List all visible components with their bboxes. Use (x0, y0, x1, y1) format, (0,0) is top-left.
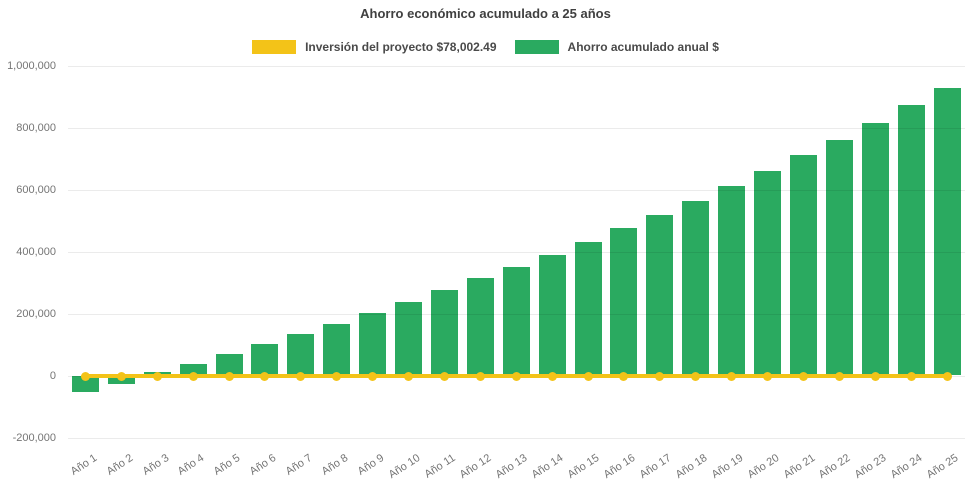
chart-bar[interactable] (825, 139, 853, 376)
chart-bar[interactable] (933, 88, 961, 376)
gridline (68, 128, 965, 129)
chart-bar[interactable] (466, 277, 494, 376)
line-marker[interactable] (547, 371, 557, 381)
line-marker[interactable] (116, 371, 126, 381)
chart-bar[interactable] (610, 228, 638, 376)
line-marker[interactable] (152, 371, 162, 381)
x-axis-tick-label: Año 1 (68, 452, 100, 478)
line-marker[interactable] (834, 371, 844, 381)
x-axis-tick-label: Año 3 (140, 452, 171, 478)
x-axis-tick-label: Año 5 (211, 452, 243, 478)
line-marker[interactable] (260, 371, 270, 381)
x-axis-tick-label: Año 19 (709, 452, 746, 482)
legend-item-savings[interactable]: Ahorro acumulado anual $ (514, 40, 719, 54)
chart-bar[interactable] (359, 313, 387, 376)
line-marker[interactable] (798, 371, 808, 381)
line-marker[interactable] (870, 371, 880, 381)
x-axis-tick-label: Año 15 (565, 452, 602, 482)
legend: Inversión del proyecto $78,002.49 Ahorro… (0, 40, 971, 54)
gridline (68, 66, 965, 67)
line-marker[interactable] (296, 371, 306, 381)
y-axis-tick-label: 600,000 (16, 183, 56, 196)
chart-bar[interactable] (395, 301, 423, 376)
x-axis-tick-label: Año 21 (781, 452, 817, 482)
y-axis-tick-label: 400,000 (16, 245, 56, 258)
x-axis-tick-label: Año 23 (852, 452, 889, 482)
chart-bar[interactable] (682, 200, 710, 376)
chart-bar[interactable] (502, 266, 530, 376)
legend-label-savings: Ahorro acumulado anual $ (567, 40, 719, 54)
chart-bar[interactable] (251, 343, 279, 376)
x-axis-tick-label: Año 17 (637, 452, 674, 482)
line-marker[interactable] (906, 371, 916, 381)
x-axis-tick-label: Año 13 (494, 452, 530, 482)
chart-bar[interactable] (718, 186, 746, 376)
x-axis-tick-label: Año 24 (888, 452, 925, 482)
line-marker[interactable] (475, 371, 485, 381)
chart-bar[interactable] (861, 122, 889, 376)
chart-bar[interactable] (897, 105, 925, 376)
chart-bar[interactable] (789, 155, 817, 376)
line-marker[interactable] (332, 371, 342, 381)
legend-label-investment: Inversión del proyecto $78,002.49 (305, 40, 497, 54)
line-marker[interactable] (224, 371, 234, 381)
line-marker[interactable] (942, 371, 952, 381)
x-axis-tick-label: Año 4 (176, 452, 207, 478)
legend-swatch-savings (514, 40, 559, 54)
x-axis-tick-label: Año 18 (673, 452, 710, 482)
legend-swatch-investment (252, 40, 297, 54)
x-axis-tick-label: Año 12 (458, 452, 494, 482)
x-axis-tick-label: Año 11 (422, 452, 459, 481)
line-marker[interactable] (439, 371, 449, 381)
x-axis-tick-label: Año 2 (104, 452, 135, 478)
chart-bar[interactable] (287, 333, 315, 376)
x-axis-tick-label: Año 25 (924, 452, 961, 482)
gridline (68, 252, 965, 253)
line-marker[interactable] (619, 371, 629, 381)
x-axis-tick-label: Año 6 (247, 452, 279, 478)
line-marker[interactable] (691, 371, 701, 381)
chart-bar[interactable] (179, 363, 207, 376)
chart-title: Ahorro económico acumulado a 25 años (360, 6, 611, 21)
chart-bar[interactable] (72, 375, 99, 393)
y-axis-tick-label: 0 (49, 369, 56, 382)
y-axis-tick-label: -200,000 (12, 431, 56, 444)
chart-bar[interactable] (646, 214, 674, 376)
y-axis-tick-label: 200,000 (16, 307, 56, 320)
line-marker[interactable] (511, 371, 521, 381)
legend-item-investment[interactable]: Inversión del proyecto $78,002.49 (252, 40, 497, 54)
line-marker[interactable] (81, 371, 90, 381)
x-axis-tick-label: Año 14 (529, 452, 566, 482)
x-axis-tick-label: Año 20 (745, 452, 782, 482)
y-axis-tick-label: 1,000,000 (7, 59, 56, 72)
x-axis-tick-label: Año 10 (386, 452, 423, 482)
chart-bar[interactable] (754, 170, 782, 376)
line-marker[interactable] (763, 371, 773, 381)
y-axis-tick-label: 800,000 (16, 121, 56, 134)
line-marker[interactable] (188, 371, 198, 381)
x-axis-tick-label: Año 22 (817, 452, 853, 482)
x-axis-tick-label: Año 7 (283, 452, 315, 478)
line-marker[interactable] (404, 371, 414, 381)
x-axis-tick-label: Año 8 (319, 452, 351, 478)
chart-bar[interactable] (215, 353, 243, 376)
line-marker[interactable] (727, 371, 737, 381)
chart-bar[interactable] (574, 241, 602, 376)
x-axis-tick-label: Año 16 (601, 452, 638, 482)
line-marker[interactable] (655, 371, 665, 381)
chart-bar[interactable] (430, 289, 458, 376)
gridline (68, 438, 965, 439)
line-marker[interactable] (583, 371, 593, 381)
x-axis-tick-label: Año 9 (355, 452, 387, 478)
gridline (68, 190, 965, 191)
chart-bar[interactable] (538, 254, 566, 376)
line-marker[interactable] (368, 371, 378, 381)
gridline (68, 314, 965, 315)
chart-bar[interactable] (323, 324, 351, 376)
